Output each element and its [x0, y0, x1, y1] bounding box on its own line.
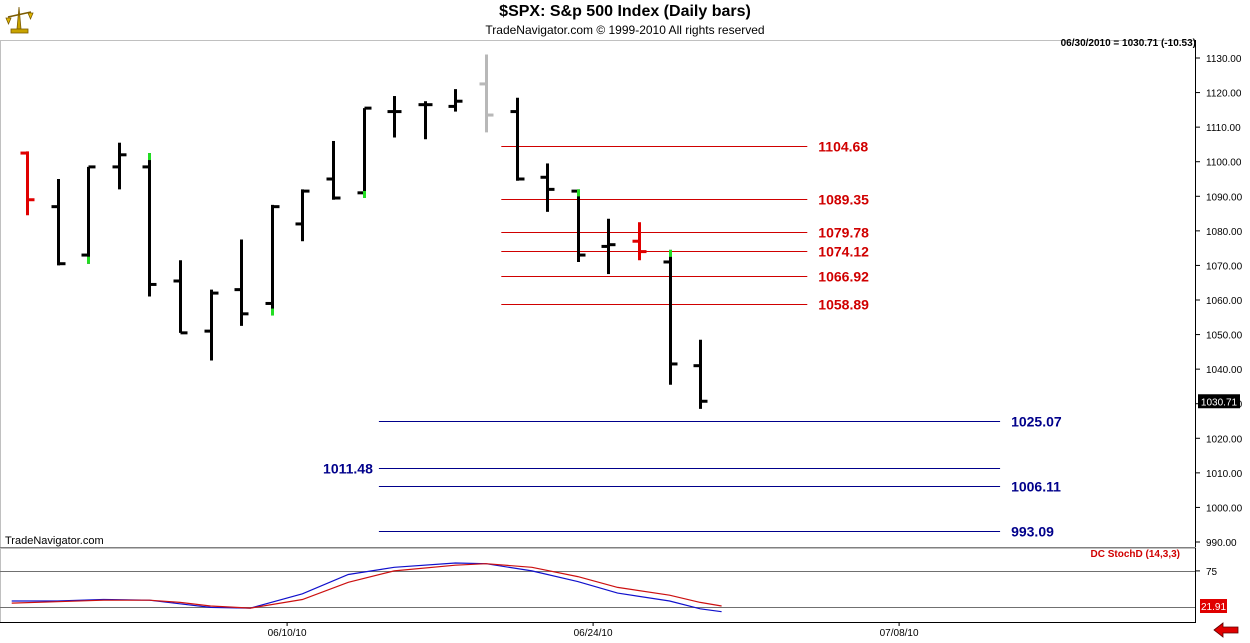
price-tick-label: 1000.00 — [1206, 503, 1243, 514]
stoch-line-d[interactable] — [11, 563, 722, 609]
level-label: 1074.12 — [818, 244, 869, 260]
stochastic-panel: 75 21.91 — [0, 562, 1227, 613]
ohlc-bar[interactable] — [326, 140, 341, 200]
price-tick-label: 1040.00 — [1206, 365, 1243, 376]
price-tick-label: 990.00 — [1206, 538, 1237, 549]
ohlc-bar[interactable] — [479, 54, 494, 133]
ohlc-bar[interactable] — [112, 142, 127, 190]
ohlc-bar[interactable] — [387, 96, 402, 138]
last-price-box — [1198, 394, 1240, 409]
time-axis-ticks: 06/10/10 06/24/10 07/08/10 — [268, 622, 919, 639]
ohlc-bar[interactable] — [234, 239, 249, 326]
ohlc-bar[interactable] — [418, 101, 433, 140]
level-label: 1089.35 — [818, 192, 869, 208]
level-label: 1025.07 — [1011, 414, 1062, 430]
price-tick-label: 1010.00 — [1206, 469, 1243, 480]
indicator-label: DC StochD (14,3,3) — [1090, 549, 1180, 560]
ohlc-bar[interactable] — [510, 97, 525, 181]
scroll-left-arrow-icon[interactable] — [1213, 622, 1239, 638]
stoch-last-label: 21.91 — [1201, 602, 1226, 613]
ohlc-bar[interactable] — [601, 218, 616, 275]
ohlc-bar[interactable] — [204, 289, 219, 361]
ohlc-bar[interactable] — [663, 249, 678, 385]
chart-title: $SPX: S&p 500 Index (Daily bars) — [499, 3, 751, 20]
price-tick-label: 1120.00 — [1206, 89, 1242, 100]
level-label: 1006.11 — [1011, 479, 1061, 495]
price-tick-label: 1110.00 — [1206, 123, 1241, 134]
last-price-marker: 1030.71 — [1198, 394, 1240, 409]
ohlc-bar[interactable] — [51, 179, 66, 266]
time-tick-label: 06/10/10 — [268, 628, 307, 639]
level-label: 1079.78 — [818, 225, 869, 241]
price-readout: 06/30/2010 = 1030.71 (-10.53) — [1060, 38, 1196, 49]
level-label: 1011.48 — [323, 461, 373, 477]
price-tick-label: 1060.00 — [1206, 296, 1243, 307]
trade-navigator-logo-icon[interactable] — [3, 3, 36, 36]
price-tick-label: 1130.00 — [1206, 54, 1242, 65]
price-tick-label: 1050.00 — [1206, 331, 1243, 342]
level-label: 1104.68 — [818, 139, 868, 155]
stoch-last-box — [1200, 599, 1227, 613]
ohlc-bar[interactable] — [357, 106, 372, 199]
last-price-label: 1030.71 — [1201, 397, 1238, 408]
price-tick-label: 1070.00 — [1206, 261, 1243, 272]
chart-subtitle: TradeNavigator.com © 1999-2010 All right… — [485, 23, 765, 37]
price-tick-label: 1100.00 — [1206, 158, 1242, 169]
ohlc-bar[interactable] — [20, 151, 35, 216]
level-label: 1058.89 — [818, 297, 869, 313]
ohlc-bar[interactable] — [448, 89, 463, 112]
ohlc-bar[interactable] — [693, 339, 708, 409]
ohlc-bar[interactable] — [173, 260, 188, 335]
ohlc-bar[interactable] — [265, 204, 280, 316]
ohlc-bar[interactable] — [571, 189, 586, 262]
price-bars — [20, 54, 708, 409]
ohlc-bar[interactable] — [632, 222, 647, 261]
level-label: 993.09 — [1011, 524, 1054, 540]
stoch-tick-label: 75 — [1206, 567, 1218, 578]
ohlc-bar[interactable] — [142, 153, 157, 297]
brand-label: TradeNavigator.com — [5, 535, 104, 547]
price-tick-label: 1080.00 — [1206, 227, 1243, 238]
time-tick-label: 07/08/10 — [880, 628, 919, 639]
time-tick-label: 06/24/10 — [574, 628, 613, 639]
ohlc-bar[interactable] — [81, 165, 96, 264]
price-tick-label: 1020.00 — [1206, 434, 1243, 445]
level-label: 1066.92 — [818, 269, 869, 285]
ohlc-bar[interactable] — [295, 189, 310, 242]
ohlc-bar[interactable] — [540, 163, 555, 212]
price-tick-label: 1090.00 — [1206, 192, 1243, 203]
retracement-levels: 1104.68 1089.35 1079.78 1074.12 1066.92 1058.… — [323, 139, 1062, 540]
